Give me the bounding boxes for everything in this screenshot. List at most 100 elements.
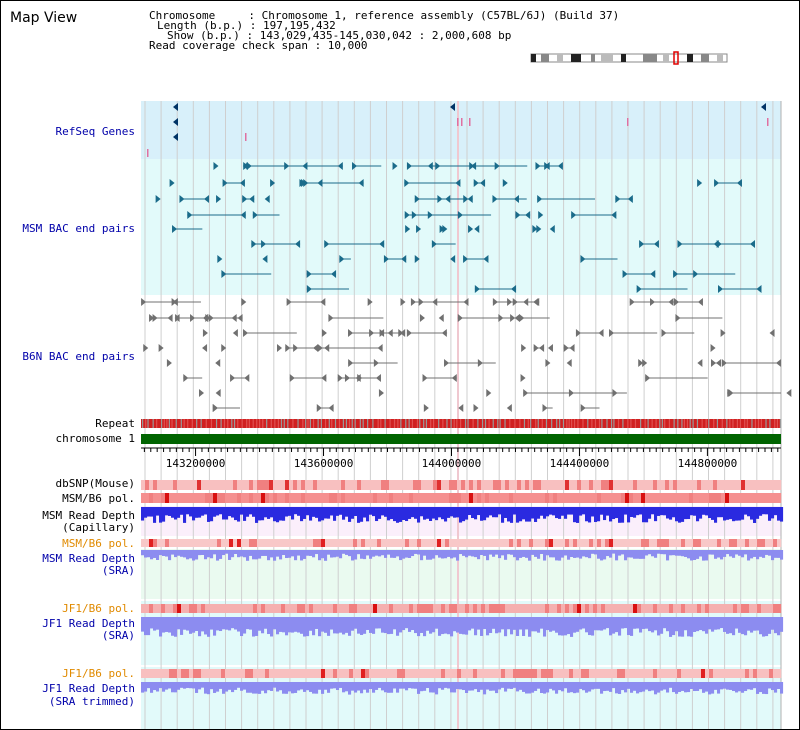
depth-bar: [357, 550, 361, 555]
heat-cell: [361, 604, 366, 613]
depth-bar: [579, 550, 583, 559]
heat-cell: [549, 480, 554, 490]
depth-bar: [204, 617, 208, 635]
heat-cell: [633, 669, 638, 678]
depth-bar: [756, 682, 760, 694]
heat-cell: [285, 604, 290, 613]
axis-tick-label: 144400000: [550, 457, 610, 470]
heat-cell: [481, 604, 486, 613]
depth-bar: [450, 617, 454, 637]
repeat-mark: [523, 419, 526, 428]
heat-cell: [453, 669, 458, 678]
heat-cell: [545, 539, 550, 547]
heat-cell: [377, 539, 382, 547]
msm-depth-sra-track[interactable]: [141, 550, 784, 561]
depth-bar: [519, 507, 523, 522]
depth-bar: [747, 617, 751, 631]
jf1-depth-sra-track[interactable]: [141, 617, 784, 637]
depth-bar: [408, 507, 412, 519]
b6n-bac-end: [378, 389, 384, 397]
depth-bar: [336, 617, 340, 634]
depth-bar: [750, 617, 754, 633]
heat-cell: [309, 493, 314, 503]
repeat-mark: [630, 419, 632, 428]
jf1-b6-pol-track-2[interactable]: [141, 669, 782, 678]
heat-cell: [433, 493, 438, 503]
b6n-bac-end: [316, 404, 322, 412]
heat-cell: [313, 493, 318, 503]
heat-cell: [725, 539, 730, 547]
depth-bar: [531, 682, 535, 693]
depth-bar: [615, 617, 619, 633]
msm-b6-pol-track-2[interactable]: [141, 539, 782, 547]
heat-cell: [289, 493, 294, 503]
chromosome-ideogram[interactable]: [530, 51, 728, 65]
b6n-bac-end: [563, 344, 569, 352]
depth-bar: [483, 617, 487, 630]
depth-bar: [468, 682, 472, 691]
depth-bar: [300, 682, 304, 690]
msm-bac-end: [216, 195, 222, 203]
heat-cell: [713, 480, 718, 490]
depth-bar: [330, 617, 334, 630]
repeat-mark: [231, 419, 233, 428]
heat-cell: [597, 480, 602, 490]
depth-bar: [204, 682, 208, 694]
depth-bar: [222, 550, 226, 556]
depth-bar: [471, 550, 475, 557]
heat-cell: [625, 669, 630, 678]
heat-cell: [469, 480, 474, 490]
depth-bar: [189, 617, 193, 634]
depth-bar: [498, 507, 502, 515]
depth-bar: [264, 550, 268, 556]
heat-cell: [233, 480, 238, 490]
b6n-bac-end: [521, 344, 527, 352]
dbsnp-heat-track[interactable]: [141, 480, 782, 490]
heat-cell: [361, 480, 366, 490]
depth-bar: [750, 682, 754, 690]
b6n-bac-end: [419, 314, 425, 322]
depth-bar: [153, 550, 157, 558]
heat-cell: [465, 604, 470, 613]
repeat-mark: [779, 419, 782, 428]
b6n-bac-features[interactable]: [141, 298, 792, 412]
b6n-bac-end: [418, 298, 424, 306]
b6n-bac-end: [241, 298, 247, 306]
repeat-mark: [664, 419, 666, 428]
repeat-mark: [582, 419, 584, 428]
repeat-mark: [744, 419, 746, 428]
heat-cell: [445, 539, 450, 547]
heat-cell: [205, 604, 210, 613]
b6n-bac-end: [710, 344, 716, 352]
depth-bar: [459, 682, 463, 690]
b6n-bac-end: [369, 329, 375, 337]
heat-cell: [241, 493, 246, 503]
depth-bar: [261, 507, 265, 521]
msm-bac-end: [295, 240, 301, 248]
depth-bar: [288, 617, 292, 633]
chromosome-bar[interactable]: [141, 434, 781, 444]
depth-bar: [564, 682, 568, 689]
msm-bac-end: [525, 211, 531, 219]
depth-bar: [549, 550, 553, 558]
jf1-depth-trimmed-track[interactable]: [141, 682, 784, 695]
msm-bac-end: [736, 179, 742, 187]
msm-depth-capillary-track[interactable]: [141, 507, 784, 523]
heat-cell: [757, 669, 762, 678]
repeat-mark: [568, 419, 570, 428]
depth-bar: [780, 617, 784, 632]
refseq-features[interactable]: [147, 103, 769, 157]
msm-bac-features[interactable]: [155, 162, 762, 293]
heat-cell: [249, 493, 254, 503]
heat-cell: [705, 539, 710, 547]
msm-b6-pol-track[interactable]: [141, 493, 782, 503]
jf1-b6-pol-track[interactable]: [141, 604, 782, 613]
repeat-mark: [287, 419, 289, 428]
heat-cell: [601, 539, 606, 547]
heat-cell: [513, 539, 518, 547]
msm-bac-end: [483, 255, 489, 263]
heat-cell: [149, 480, 154, 490]
heat-cell: [753, 493, 758, 503]
depth-bar: [555, 507, 559, 519]
